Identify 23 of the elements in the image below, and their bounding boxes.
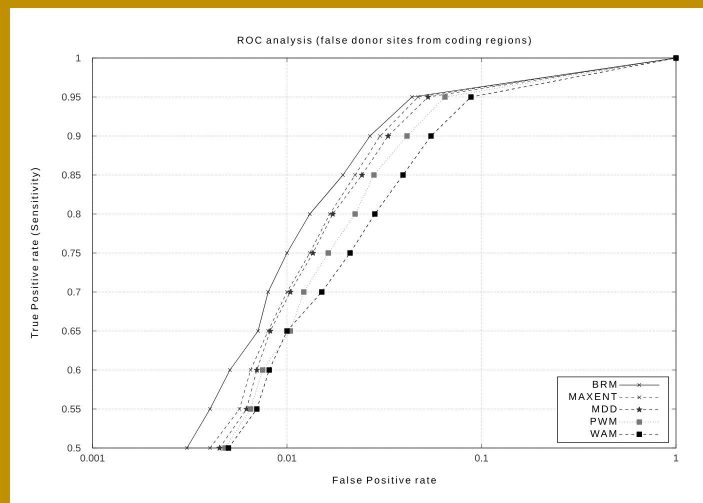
y-tick-label: 0.9: [68, 132, 81, 140]
y-tick-label: 0.95: [62, 93, 81, 101]
chart-title: ROC analysis (false donor sites from coding regions): [238, 36, 531, 46]
y-tick-label: 1: [76, 54, 80, 62]
y-tick-label: 0.65: [62, 327, 81, 335]
legend-label: BRM: [592, 380, 616, 388]
x-axis-title: False Positive rate: [332, 476, 436, 484]
legend-label: WAM: [590, 430, 616, 438]
y-tick-label: 0.8: [68, 210, 81, 218]
y-tick-label: 0.7: [68, 288, 80, 296]
y-tick-label: 0.6: [68, 366, 81, 374]
x-tick-label: 0.01: [278, 454, 296, 462]
legend-label: PWM: [590, 418, 616, 425]
y-tick-label: 0.75: [62, 249, 81, 257]
y-tick-label: 0.5: [68, 444, 81, 452]
x-tick-label: 0.1: [474, 454, 488, 462]
y-tick-label: 0.55: [62, 405, 81, 413]
legend-label: MDD: [592, 406, 617, 412]
legend-label: MAXENT: [569, 393, 617, 400]
y-tick-label: 0.85: [62, 171, 81, 179]
x-tick-label: 0.001: [80, 454, 104, 462]
x-tick-label: 1: [674, 454, 678, 462]
y-axis-title: True Positive rate (Sensitivity): [30, 168, 40, 338]
